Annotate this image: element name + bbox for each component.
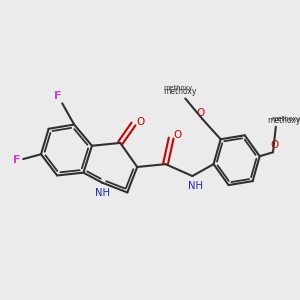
Text: F: F — [13, 154, 21, 165]
Text: O: O — [197, 108, 205, 118]
Text: O: O — [270, 140, 278, 150]
Text: NH: NH — [188, 181, 203, 191]
Text: F: F — [54, 91, 62, 101]
Text: methoxy: methoxy — [268, 116, 300, 125]
Text: methoxy: methoxy — [271, 116, 300, 122]
Text: NH: NH — [95, 188, 110, 198]
Text: methoxy: methoxy — [163, 85, 192, 91]
Text: methoxy: methoxy — [164, 87, 197, 96]
Text: O: O — [174, 130, 182, 140]
Text: O: O — [136, 117, 144, 127]
